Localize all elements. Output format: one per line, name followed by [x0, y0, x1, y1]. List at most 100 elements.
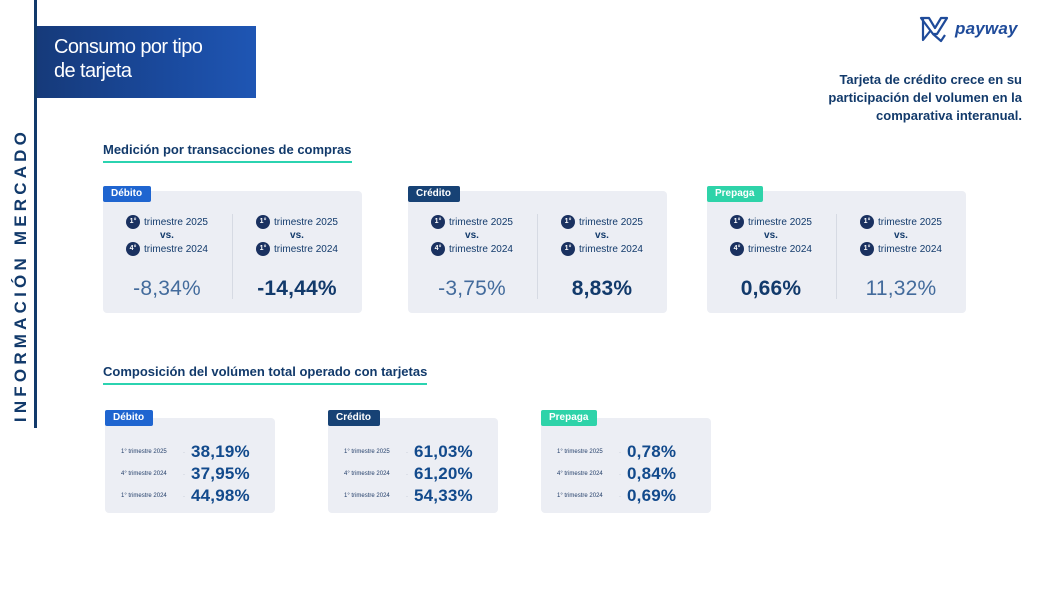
vs-label: vs. [764, 230, 778, 241]
logo-text: payway [955, 19, 1018, 38]
card-badge: Débito [103, 186, 152, 202]
quarter-number: 4° [730, 242, 745, 256]
vs-label: vs. [465, 230, 479, 241]
quarter-number: 1° [256, 242, 271, 256]
row-label: 4° trimestre 2024 [121, 471, 167, 477]
row-separator: · [405, 491, 409, 501]
quarter-number: 1° [860, 242, 875, 256]
vs-label: vs. [290, 230, 304, 241]
page-title-line-2: de tarjeta [54, 60, 132, 82]
row-value: 54,33% [414, 486, 473, 505]
composition-card-debito: Débito 1° trimestre 2025 · 38,19% 4° trime… [105, 410, 275, 513]
composition-card-credito: Crédito 1° trimestre 2025 · 61,03% 4° trim… [328, 410, 498, 513]
composition-row: 4° trimestre 2024 · 37,95% [121, 463, 271, 485]
page-title-line-1: Consumo por tipo [54, 36, 203, 58]
quarter-number: 1° [730, 215, 745, 229]
composition-row: 4° trimestre 2024 · 61,20% [344, 463, 494, 485]
quarter-label: trimestre 2025 [748, 216, 812, 228]
quarter-number: 1° [860, 215, 875, 229]
comparison-quarter-vs-previous: 1° trimestre 2025 vs. 4° trimestre 2024 -8… [103, 215, 231, 302]
composition-rows: 1° trimestre 2025 · 61,03% 4° trimestre 20… [344, 441, 494, 507]
transactions-card-credito: Crédito 1° trimestre 2025 vs. 4° trimestre… [408, 186, 667, 313]
quarter-label: trimestre 2024 [579, 243, 643, 255]
transactions-card-debito: Débito 1° trimestre 2025 vs. 4° trimestre … [103, 186, 362, 313]
quarter-label: trimestre 2025 [449, 216, 513, 228]
headline-line-3: comparativa interanual. [876, 108, 1022, 123]
row-separator: · [405, 447, 409, 457]
quarter-label: trimestre 2024 [449, 243, 513, 255]
change-percent: -14,44% [257, 277, 337, 300]
vs-label: vs. [894, 230, 908, 241]
card-divider [537, 214, 538, 299]
row-value: 37,95% [191, 464, 250, 483]
row-separator: · [618, 447, 622, 457]
vs-label: vs. [595, 230, 609, 241]
quarter-label: trimestre 2024 [274, 243, 338, 255]
change-percent: 8,83% [571, 277, 633, 300]
change-percent: 0,66% [740, 277, 802, 300]
row-separator: · [405, 469, 409, 479]
row-value: 44,98% [191, 486, 250, 505]
row-value: 38,19% [191, 442, 250, 461]
composition-row: 1° trimestre 2025 · 61,03% [344, 441, 494, 463]
quarter-number: 1° [561, 242, 576, 256]
composition-card-prepaga: Prepaga 1° trimestre 2025 · 0,78% 4° trime… [541, 410, 711, 513]
quarter-number: 4° [431, 242, 446, 256]
quarter-label: trimestre 2025 [579, 216, 643, 228]
section-title-composition: Composición del volúmen total operado co… [103, 364, 428, 385]
composition-row: 1° trimestre 2024 · 0,69% [557, 485, 707, 507]
row-value: 61,03% [414, 442, 473, 461]
row-separator: · [182, 447, 186, 457]
headline-line-2: participación del volumen en la [828, 90, 1022, 105]
composition-rows: 1° trimestre 2025 · 38,19% 4° trimestre 20… [121, 441, 271, 507]
transactions-card-prepaga: Prepaga 1° trimestre 2025 vs. 4° trimestre… [707, 186, 966, 313]
quarter-label: trimestre 2025 [878, 216, 942, 228]
row-label: 4° trimestre 2024 [557, 471, 603, 477]
payway-logo-icon [919, 16, 949, 43]
quarter-label: trimestre 2025 [144, 216, 208, 228]
row-separator: · [618, 469, 622, 479]
composition-row: 1° trimestre 2025 · 38,19% [121, 441, 271, 463]
side-rule [34, 0, 37, 428]
headline-line-1: Tarjeta de crédito crece en su [839, 72, 1022, 87]
row-value: 61,20% [414, 464, 473, 483]
row-separator: · [182, 491, 186, 501]
composition-row: 4° trimestre 2024 · 0,84% [557, 463, 707, 485]
page-title: Consumo por tipo de tarjeta [37, 26, 256, 98]
side-label: INFORMACIÓN MERCADO [11, 127, 30, 423]
comparison-quarter-vs-previous: 1° trimestre 2025 vs. 4° trimestre 2024 0,… [707, 215, 835, 302]
payway-logo: payway [919, 15, 1031, 43]
card-badge: Prepaga [541, 410, 598, 426]
change-percent: -8,34% [133, 277, 201, 300]
row-label: 4° trimestre 2024 [344, 471, 390, 477]
quarter-number: 1° [256, 215, 271, 229]
quarter-number: 4° [126, 242, 141, 256]
quarter-number: 1° [126, 215, 141, 229]
quarter-label: trimestre 2024 [748, 243, 812, 255]
card-badge: Crédito [408, 186, 460, 202]
composition-row: 1° trimestre 2024 · 54,33% [344, 485, 494, 507]
section-title-transactions: Medición por transacciones de compras [103, 142, 352, 163]
row-value: 0,84% [627, 464, 677, 483]
row-label: 1° trimestre 2025 [344, 449, 390, 455]
row-value: 0,78% [627, 442, 677, 461]
card-badge: Débito [105, 410, 154, 426]
row-label: 1° trimestre 2025 [121, 449, 167, 455]
composition-row: 1° trimestre 2025 · 0,78% [557, 441, 707, 463]
composition-rows: 1° trimestre 2025 · 0,78% 4° trimestre 202… [557, 441, 707, 507]
vs-label: vs. [160, 230, 174, 241]
card-badge: Prepaga [707, 186, 764, 202]
comparison-year-over-year: 1° trimestre 2025 vs. 1° trimestre 2024 11… [837, 215, 965, 302]
quarter-label: trimestre 2025 [274, 216, 338, 228]
card-divider [232, 214, 233, 299]
row-label: 1° trimestre 2024 [121, 493, 167, 499]
row-label: 1° trimestre 2024 [344, 493, 390, 499]
row-value: 0,69% [627, 486, 677, 505]
card-badge: Crédito [328, 410, 380, 426]
row-label: 1° trimestre 2025 [557, 449, 603, 455]
change-percent: 11,32% [865, 277, 937, 300]
comparison-year-over-year: 1° trimestre 2025 vs. 1° trimestre 2024 -1… [233, 215, 361, 302]
row-label: 1° trimestre 2024 [557, 493, 603, 499]
composition-row: 1° trimestre 2024 · 44,98% [121, 485, 271, 507]
row-separator: · [182, 469, 186, 479]
